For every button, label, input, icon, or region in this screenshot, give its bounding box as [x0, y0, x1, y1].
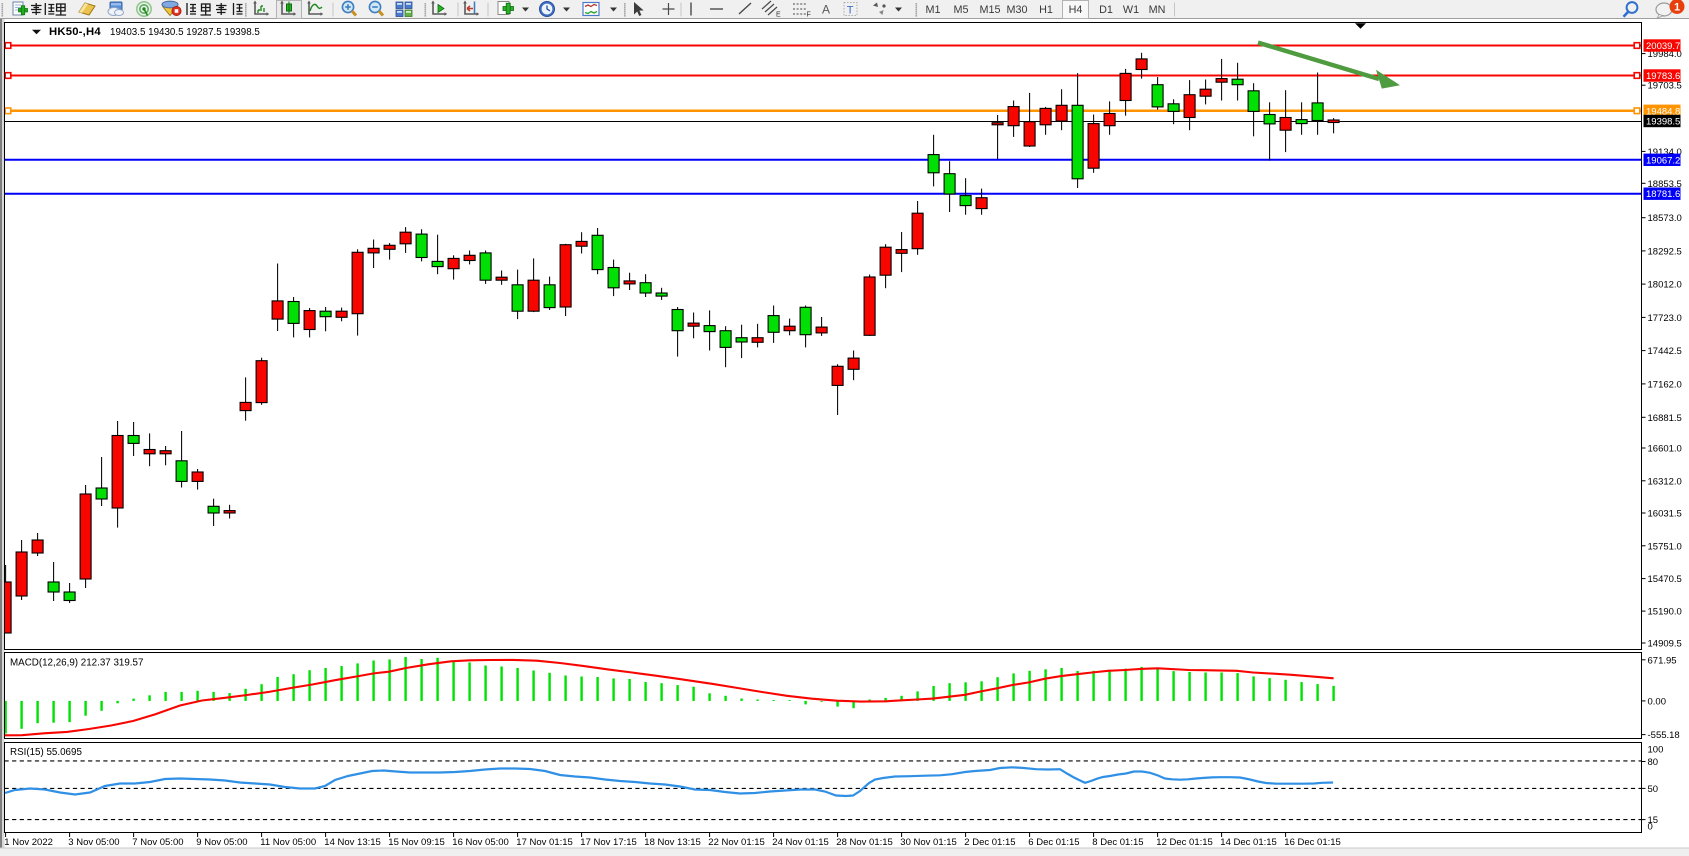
svg-text:19398.5: 19398.5 — [1646, 117, 1680, 128]
svg-text:1: 1 — [1674, 2, 1680, 14]
svg-text:80: 80 — [1648, 757, 1659, 768]
svg-text:16 Nov 05:00: 16 Nov 05:00 — [452, 837, 509, 848]
svg-text:H4: H4 — [1069, 4, 1083, 16]
svg-text:15: 15 — [1648, 815, 1659, 826]
svg-text:16601.0: 16601.0 — [1648, 444, 1682, 455]
svg-text:19703.5: 19703.5 — [1648, 81, 1682, 92]
svg-text:18292.5: 18292.5 — [1648, 246, 1682, 257]
svg-text:-555.18: -555.18 — [1648, 730, 1680, 741]
svg-text:100: 100 — [1648, 745, 1664, 756]
svg-text:16031.5: 16031.5 — [1648, 509, 1682, 520]
svg-text:MN: MN — [1149, 4, 1166, 16]
svg-text:16312.0: 16312.0 — [1648, 476, 1682, 487]
svg-text:14 Dec 01:15: 14 Dec 01:15 — [1220, 837, 1277, 848]
svg-text:HK50-,H4: HK50-,H4 — [49, 26, 101, 38]
svg-text:17 Nov 17:15: 17 Nov 17:15 — [580, 837, 637, 848]
svg-text:15190.0: 15190.0 — [1648, 607, 1682, 618]
svg-text:19484.8: 19484.8 — [1646, 106, 1680, 117]
svg-text:18 Nov 13:15: 18 Nov 13:15 — [644, 837, 701, 848]
svg-text:W1: W1 — [1123, 4, 1139, 16]
svg-text:6 Dec 01:15: 6 Dec 01:15 — [1028, 837, 1079, 848]
svg-text:17723.0: 17723.0 — [1648, 313, 1682, 324]
svg-text:24 Nov 01:15: 24 Nov 01:15 — [772, 837, 829, 848]
svg-text:15751.0: 15751.0 — [1648, 541, 1682, 552]
svg-text:1 Nov 2022: 1 Nov 2022 — [4, 837, 53, 848]
svg-text:18012.0: 18012.0 — [1648, 280, 1682, 291]
svg-text:E: E — [776, 12, 781, 19]
svg-text:671.95: 671.95 — [1648, 655, 1677, 666]
svg-text:15 Nov 09:15: 15 Nov 09:15 — [388, 837, 445, 848]
svg-text:7 Nov 05:00: 7 Nov 05:00 — [132, 837, 183, 848]
svg-text:19403.5 19430.5 19287.5 19398.: 19403.5 19430.5 19287.5 19398.5 — [110, 27, 260, 38]
svg-text:14909.5: 14909.5 — [1648, 639, 1682, 650]
svg-text:19984.0: 19984.0 — [1648, 49, 1682, 60]
svg-text:MACD(12,26,9) 212.37 319.57: MACD(12,26,9) 212.37 319.57 — [10, 658, 143, 669]
svg-text:M5: M5 — [954, 4, 969, 16]
svg-text:H1: H1 — [1039, 4, 1053, 16]
svg-text:3 Nov 05:00: 3 Nov 05:00 — [68, 837, 119, 848]
svg-text:M1: M1 — [926, 4, 941, 16]
svg-text:17 Nov 01:15: 17 Nov 01:15 — [516, 837, 573, 848]
svg-text:28 Nov 01:15: 28 Nov 01:15 — [836, 837, 893, 848]
svg-text:50: 50 — [1648, 784, 1659, 795]
svg-text:22 Nov 01:15: 22 Nov 01:15 — [708, 837, 765, 848]
svg-text:2 Dec 01:15: 2 Dec 01:15 — [964, 837, 1015, 848]
svg-text:19783.6: 19783.6 — [1646, 71, 1680, 82]
svg-text:18781.6: 18781.6 — [1646, 189, 1680, 200]
svg-text:17162.0: 17162.0 — [1648, 379, 1682, 390]
svg-text:A: A — [822, 3, 830, 17]
svg-text:19134.0: 19134.0 — [1648, 147, 1682, 158]
svg-text:T: T — [847, 4, 854, 16]
svg-text:16 Dec 01:15: 16 Dec 01:15 — [1284, 837, 1341, 848]
svg-text:18853.5: 18853.5 — [1648, 179, 1682, 190]
svg-text:D1: D1 — [1099, 4, 1113, 16]
svg-text:M30: M30 — [1006, 4, 1027, 16]
svg-text:19067.2: 19067.2 — [1646, 155, 1680, 166]
svg-text:0: 0 — [1648, 821, 1653, 832]
svg-text:17442.5: 17442.5 — [1648, 346, 1682, 357]
svg-text:9 Nov 05:00: 9 Nov 05:00 — [196, 837, 247, 848]
svg-text:F: F — [807, 12, 811, 19]
svg-text:18573.0: 18573.0 — [1648, 213, 1682, 224]
svg-text:11 Nov 05:00: 11 Nov 05:00 — [260, 837, 316, 848]
svg-text:16881.5: 16881.5 — [1648, 413, 1682, 424]
svg-text:0.00: 0.00 — [1648, 696, 1667, 707]
svg-text:8 Dec 01:15: 8 Dec 01:15 — [1092, 837, 1143, 848]
svg-text:14 Nov 13:15: 14 Nov 13:15 — [324, 837, 381, 848]
svg-text:20039.7: 20039.7 — [1646, 41, 1680, 52]
svg-text:12 Dec 01:15: 12 Dec 01:15 — [1156, 837, 1213, 848]
svg-text:M15: M15 — [979, 4, 1000, 16]
svg-text:15470.5: 15470.5 — [1648, 574, 1682, 585]
svg-text:RSI(15) 55.0695: RSI(15) 55.0695 — [10, 747, 82, 758]
svg-text:30 Nov 01:15: 30 Nov 01:15 — [900, 837, 957, 848]
